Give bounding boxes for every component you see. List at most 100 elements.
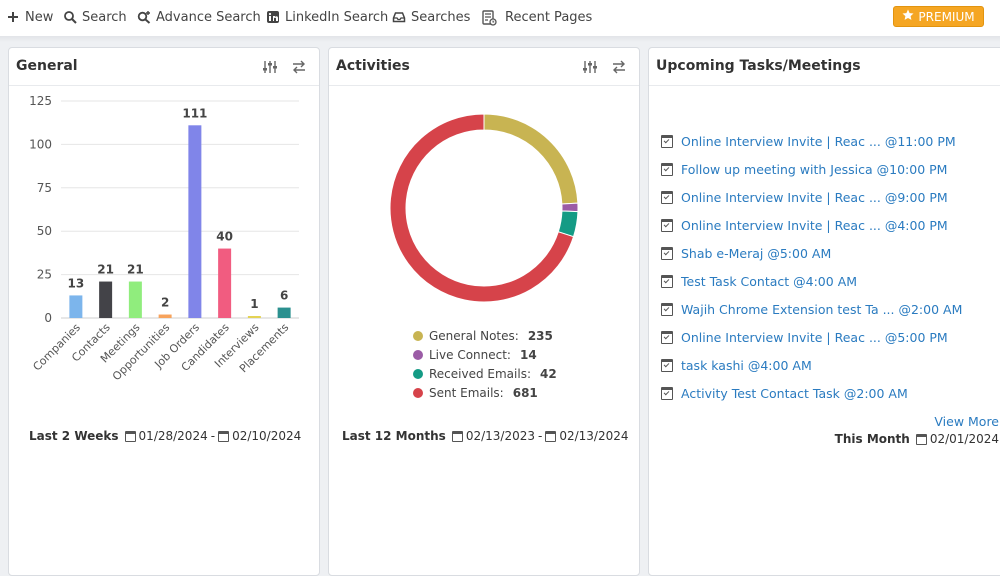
view-more-link[interactable]: View More: [934, 414, 999, 429]
legend-label: Sent Emails:: [429, 385, 504, 400]
y-tick-label: 25: [37, 268, 52, 282]
calendar-check-icon: [661, 387, 673, 400]
task-label: Shab e-Meraj @5:00 AM: [681, 246, 832, 261]
legend-value: 14: [519, 347, 537, 362]
recent-pages-button[interactable]: Recent Pages: [481, 8, 592, 26]
legend-item-live-connect[interactable]: Live Connect: 14: [413, 345, 557, 364]
legend-item-general-notes[interactable]: General Notes: 235: [413, 326, 557, 345]
activities-card-title: Activities: [336, 58, 410, 74]
calendar-icon: [451, 430, 463, 442]
task-label: Online Interview Invite | Reac ... @9:00…: [681, 190, 948, 205]
legend-dot: [413, 387, 423, 398]
calendar-check-icon: [661, 275, 673, 288]
task-label: Wajih Chrome Extension test Ta ... @2:00…: [681, 302, 963, 317]
general-date-separator: -: [210, 429, 216, 443]
advance-search-button[interactable]: Advance Search: [137, 8, 261, 26]
calendar-check-icon: [661, 191, 673, 204]
advance-search-icon: [137, 10, 151, 24]
searches-button[interactable]: Searches: [392, 8, 470, 26]
bar-contacts[interactable]: [99, 281, 113, 318]
legend-dot: [413, 330, 423, 341]
y-tick-label: 125: [29, 94, 52, 108]
bar-candidates[interactable]: [218, 248, 232, 318]
general-date-from: 01/28/2024: [138, 429, 208, 443]
task-item[interactable]: task kashi @4:00 AM: [661, 358, 812, 373]
upcoming-card-header: Upcoming Tasks/Meetings: [649, 48, 1000, 86]
bar-meetings[interactable]: [128, 281, 142, 318]
legend-dot: [413, 349, 423, 360]
search-button[interactable]: Search: [63, 8, 127, 26]
task-item[interactable]: Online Interview Invite | Reac ... @11:0…: [661, 134, 956, 149]
saved-searches-icon: [392, 10, 406, 24]
bar-opportunities[interactable]: [158, 314, 172, 318]
y-tick-label: 75: [37, 181, 52, 195]
task-item[interactable]: Online Interview Invite | Reac ... @4:00…: [661, 218, 948, 233]
plus-icon: [6, 10, 20, 24]
task-label: Online Interview Invite | Reac ... @5:00…: [681, 330, 948, 345]
legend-item-received-emails[interactable]: Received Emails: 42: [413, 364, 557, 383]
task-item[interactable]: Online Interview Invite | Reac ... @9:00…: [661, 190, 948, 205]
activities-period-label: Last 12 Months: [342, 429, 446, 443]
task-item[interactable]: Activity Test Contact Task @2:00 AM: [661, 386, 908, 401]
bar-placements[interactable]: [277, 307, 291, 318]
bar-job-orders[interactable]: [188, 125, 202, 318]
sliders-icon[interactable]: [582, 59, 598, 75]
general-date-range: Last 2 Weeks 01/28/2024 - 02/10/2024: [29, 429, 301, 443]
linkedin-search-button[interactable]: LinkedIn Search: [266, 8, 388, 26]
premium-button[interactable]: PREMIUM: [893, 6, 984, 27]
calendar-icon: [218, 430, 230, 442]
sliders-icon[interactable]: [262, 59, 278, 75]
top-toolbar: New Search Advance Search LinkedIn Searc…: [0, 0, 1000, 36]
bar-value-label: 21: [127, 263, 144, 277]
task-label: Activity Test Contact Task @2:00 AM: [681, 386, 908, 401]
activities-date-separator: -: [538, 429, 543, 443]
general-date-to: 02/10/2024: [232, 429, 302, 443]
donut-slice-1[interactable]: [561, 202, 579, 213]
new-label: New: [25, 9, 54, 25]
activities-date-from: 02/13/2023: [465, 429, 535, 443]
search-icon: [63, 10, 77, 24]
bar-value-label: 40: [216, 230, 233, 244]
legend-dot: [413, 368, 423, 379]
bar-value-label: 1: [250, 297, 258, 311]
task-label: Follow up meeting with Jessica @10:00 PM: [681, 162, 948, 177]
legend-value: 235: [527, 328, 553, 343]
task-item[interactable]: Online Interview Invite | Reac ... @5:00…: [661, 330, 948, 345]
task-label: Online Interview Invite | Reac ... @4:00…: [681, 218, 948, 233]
advance-search-label: Advance Search: [156, 9, 261, 25]
legend-label: Received Emails:: [429, 366, 531, 381]
calendar-icon: [915, 433, 927, 445]
legend-label: Live Connect:: [429, 347, 511, 362]
activities-donut-chart: [389, 113, 579, 303]
activities-card-header: Activities: [329, 48, 639, 86]
task-item[interactable]: Wajih Chrome Extension test Ta ... @2:00…: [661, 302, 962, 317]
bar-interviews[interactable]: [247, 316, 261, 318]
upcoming-date: 02/01/2024: [929, 432, 999, 446]
bar-value-label: 21: [97, 263, 114, 277]
swap-icon[interactable]: [611, 59, 627, 75]
bar-value-label: 6: [280, 289, 288, 303]
bar-companies[interactable]: [69, 295, 83, 318]
activities-legend: General Notes: 235 Live Connect: 14 Rece…: [413, 326, 557, 402]
task-item[interactable]: Shab e-Meraj @5:00 AM: [661, 246, 831, 261]
task-item[interactable]: Test Task Contact @4:00 AM: [661, 274, 857, 289]
toolbar-divider: [0, 36, 1000, 42]
calendar-check-icon: [661, 219, 673, 232]
y-tick-label: 50: [37, 224, 52, 238]
activities-card: Activities General Notes: 235 Live Conne…: [328, 47, 640, 576]
upcoming-date-range: This Month 02/01/2024: [835, 432, 999, 446]
calendar-check-icon: [661, 163, 673, 176]
donut-slice-0[interactable]: [483, 113, 579, 205]
calendar-check-icon: [661, 359, 673, 372]
swap-icon[interactable]: [291, 59, 307, 75]
task-item[interactable]: Follow up meeting with Jessica @10:00 PM: [661, 162, 947, 177]
new-button[interactable]: New: [6, 8, 53, 26]
activities-date-range: Last 12 Months 02/13/2023 - 02/13/2024: [342, 429, 629, 443]
search-label: Search: [82, 9, 127, 25]
calendar-check-icon: [661, 303, 673, 316]
task-label: Test Task Contact @4:00 AM: [681, 274, 858, 289]
bar-value-label: 111: [182, 106, 207, 120]
legend-item-sent-emails[interactable]: Sent Emails: 681: [413, 383, 557, 402]
task-label: task kashi @4:00 AM: [681, 358, 812, 373]
donut-slice-3[interactable]: [389, 113, 575, 303]
